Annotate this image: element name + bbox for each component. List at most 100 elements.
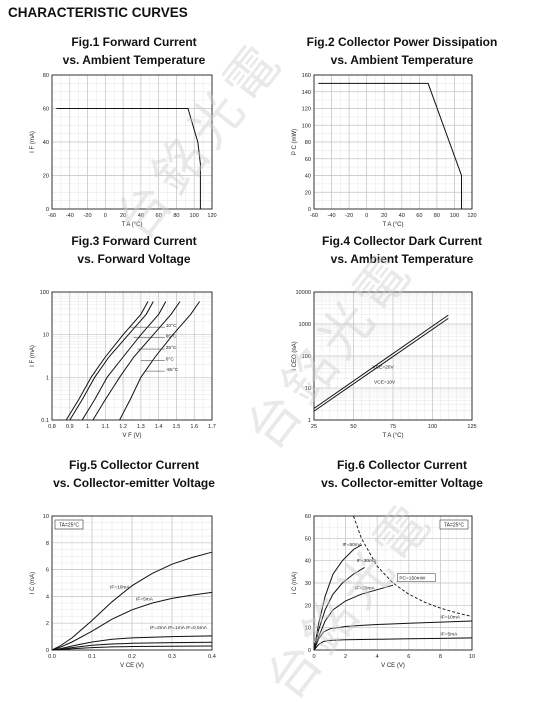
fig6-series-line-0 <box>313 544 362 651</box>
fig6-x-tick-label: 6 <box>407 654 410 660</box>
fig4-x-tick-label: 50 <box>350 424 356 430</box>
fig4-plot: 25 50 75 100 125 1 10 100 1000 10000 T A (°C) I CEO… <box>292 290 477 439</box>
fig1-frame <box>51 74 213 210</box>
fig1-series-line-0 <box>56 108 201 209</box>
fig3-y-axis-label: I F (mA) <box>30 345 36 367</box>
fig5-title: Fig.5 Collector Current vs. Collector-em… <box>0 456 268 492</box>
fig1-x-tick-label: 60 <box>156 213 162 219</box>
fig5-title-line1: Fig.5 Collector Current <box>68 458 199 472</box>
fig6-y-tick-label: 50 <box>305 536 311 542</box>
fig6-annotation-label: IF=5mA <box>440 631 458 637</box>
fig2-y-tick-label: 0 <box>308 207 311 213</box>
fig4-annotation-label: VCE=10V <box>374 379 396 385</box>
fig6-y-tick-label: 10 <box>305 626 311 632</box>
fig3-y-tick-label: 10 <box>43 333 49 339</box>
fig2-x-axis-label: T A (°C) <box>383 222 404 228</box>
fig5-annotation-label: IF=5mA <box>136 596 154 602</box>
fig1-title: Fig.1 Forward Current vs. Ambient Temper… <box>0 33 268 69</box>
fig5-plot: 0.0 0.1 0.2 0.3 0.4 0 2 4 6 8 10 V CE (V) I C (mA) TA… <box>30 514 216 669</box>
fig1-plot: -60 -40 -20 0 20 40 60 80 100 120 0 20 40 60 80 T A (°C… <box>30 73 217 228</box>
fig6-y-tick-label: 30 <box>305 581 311 587</box>
fig2-x-tick-label: 20 <box>381 213 387 219</box>
fig2-x-tick-label: 120 <box>467 213 476 219</box>
fig6-legend-text: TA=25°C <box>444 523 464 529</box>
fig2-y-tick-label: 20 <box>305 190 311 196</box>
fig4-y-tick-label: 1 <box>308 418 311 424</box>
fig2-y-tick-label: 140 <box>302 90 311 96</box>
fig6-x-axis-label: V CE (V) <box>381 663 405 669</box>
fig6-y-tick-label: 60 <box>305 514 311 520</box>
fig3-series-line-1 <box>69 301 154 421</box>
fig1-y-axis-label: I F (mA) <box>30 131 36 153</box>
fig3-frame <box>51 291 213 421</box>
fig3-x-tick-label: 1.7 <box>208 424 216 430</box>
fig5-y-tick-label: 2 <box>46 621 49 627</box>
fig3-x-tick-label: 0.8 <box>48 424 56 430</box>
fig5-legend-text: TA=25°C <box>59 523 79 529</box>
fig6-y-tick-label: 20 <box>305 603 311 609</box>
fig3-annotation-label: 65°C <box>166 334 177 340</box>
fig3-x-tick-label: 1.1 <box>101 424 109 430</box>
fig1-x-tick-label: -60 <box>48 213 56 219</box>
fig5-series-line-2 <box>51 635 213 651</box>
fig1-title-line2: vs. Ambient Temperature <box>62 53 206 67</box>
fig6-title: Fig.6 Collector Current vs. Collector-em… <box>268 456 536 492</box>
fig1-x-axis-label: T A (°C) <box>122 222 143 228</box>
fig5-y-tick-label: 8 <box>46 541 49 547</box>
fig6-x-tick-label: 0 <box>312 654 315 660</box>
fig3-x-tick-label: 0.9 <box>66 424 74 430</box>
fig2-y-tick-label: 80 <box>305 140 311 146</box>
fig6-frame <box>313 515 473 651</box>
fig3-title-line1: Fig.3 Forward Current <box>71 234 197 248</box>
fig4-frame <box>313 291 473 421</box>
fig1-x-tick-label: -40 <box>66 213 74 219</box>
fig6-title-line2: vs. Collector-emitter Voltage <box>321 476 483 490</box>
fig5-frame <box>51 515 213 651</box>
fig3-annotation-label: 10°C <box>166 323 177 329</box>
fig1-y-tick-label: 80 <box>43 73 49 79</box>
fig5-series-line-3 <box>51 641 213 651</box>
fig2-title: Fig.2 Collector Power Dissipation vs. Am… <box>268 33 536 69</box>
fig5-annotation-label: IF=10mA <box>110 584 130 590</box>
fig4-title-line2: vs. Ambient Temperature <box>330 252 474 266</box>
fig5-y-tick-label: 6 <box>46 568 49 574</box>
fig6-title-line1: Fig.6 Collector Current <box>336 458 467 472</box>
fig1-y-tick-label: 40 <box>43 140 49 146</box>
fig4-x-tick-label: 25 <box>311 424 317 430</box>
fig5-y-tick-label: 10 <box>43 514 49 520</box>
fig3-annotation-label: -55°C <box>166 367 179 373</box>
fig6-x-tick-label: 2 <box>344 654 347 660</box>
fig6-annotation-label: IF=30mA <box>357 558 377 564</box>
fig1-x-tick-label: 80 <box>173 213 179 219</box>
fig3-series-line-2 <box>81 301 167 421</box>
fig3-x-tick-label: 1.5 <box>173 424 181 430</box>
fig3-annotation-label: 0°C <box>166 356 175 362</box>
fig5-y-tick-label: 4 <box>46 594 49 600</box>
fig2-frame <box>313 74 473 210</box>
fig2-x-tick-label: -60 <box>310 213 318 219</box>
fig4-x-tick-label: 100 <box>428 424 437 430</box>
page-heading: CHARACTERISTIC CURVES <box>8 5 188 20</box>
fig1-x-tick-label: 100 <box>190 213 199 219</box>
fig6-y-axis-label: I C (mA) <box>292 572 298 594</box>
fig3-x-tick-label: 1.2 <box>119 424 127 430</box>
fig5-x-tick-label: 0.3 <box>168 654 176 660</box>
fig4-y-tick-label: 1000 <box>299 322 311 328</box>
fig6-series-line-4 <box>313 637 473 651</box>
fig3-series-line-0 <box>65 301 149 421</box>
fig3-x-axis-label: V F (V) <box>123 433 142 439</box>
fig2-title-line2: vs. Ambient Temperature <box>330 53 474 67</box>
fig6-y-tick-label: 40 <box>305 559 311 565</box>
fig5-x-tick-label: 0.4 <box>208 654 216 660</box>
fig3-plot: 0.8 0.9 1 1.1 1.2 1.3 1.4 1.5 1.6 1.7 0.1 1 10 100 V F… <box>30 290 216 439</box>
fig4-x-tick-label: 75 <box>390 424 396 430</box>
fig5-y-axis-label: I C (mA) <box>30 572 36 594</box>
fig2-x-tick-label: 100 <box>450 213 459 219</box>
fig5-x-tick-label: 0.2 <box>128 654 136 660</box>
fig1-x-tick-label: -20 <box>84 213 92 219</box>
fig1-x-tick-label: 20 <box>120 213 126 219</box>
fig4-y-tick-label: 10 <box>305 386 311 392</box>
fig2-y-tick-label: 60 <box>305 157 311 163</box>
fig5-legend-box <box>54 519 84 530</box>
fig2-y-tick-label: 40 <box>305 174 311 180</box>
